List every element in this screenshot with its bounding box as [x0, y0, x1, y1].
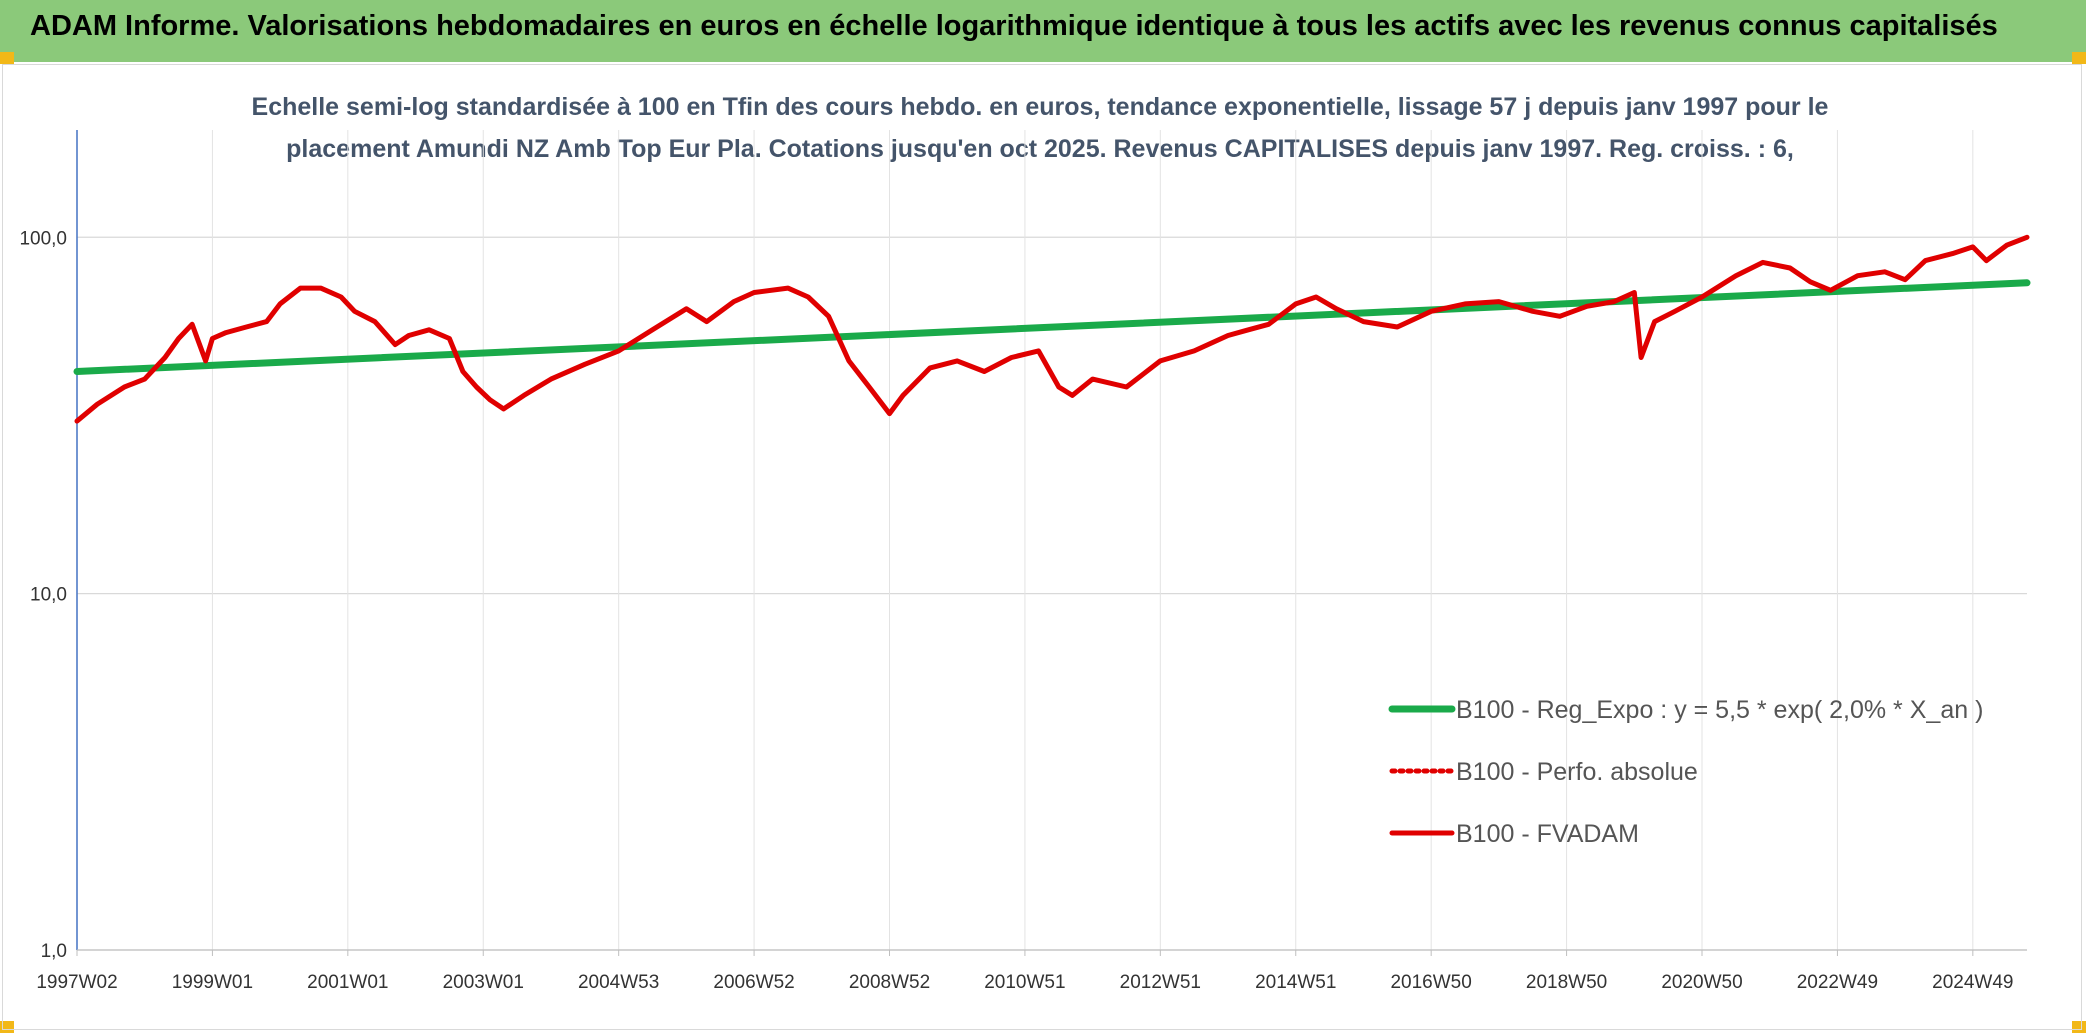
x-tick-label: 2010W51: [984, 972, 1065, 993]
x-tick-label: 1999W01: [172, 972, 253, 993]
x-tick-label: 2014W51: [1255, 972, 1336, 993]
corner-marker-bottom-left: [0, 1021, 14, 1033]
x-tick-label: 2024W49: [1932, 972, 2013, 993]
series-line-0: [73, 279, 2031, 375]
axis-layer: 1,0 10,0 100,0 1997W02 1999W01 2001W01 2003W01…: [19, 130, 2027, 993]
grid-layer: [77, 130, 2027, 951]
legend-label-0: B100 - Reg_Expo : y = 5,5 * exp( 2,0% * …: [1456, 696, 1983, 724]
series-line-2: [74, 234, 2030, 424]
legend: B100 - Reg_Expo : y = 5,5 * exp( 2,0% * …: [1388, 696, 1983, 848]
x-tick-label: 2012W51: [1120, 972, 1201, 993]
legend-label-2: B100 - FVADAM: [1456, 820, 1639, 848]
y-tick-label: 10,0: [30, 585, 67, 606]
corner-marker-top-right: [2072, 52, 2086, 64]
report-banner: ADAM Informe. Valorisations hebdomadaire…: [0, 0, 2086, 62]
x-tick-label: 1997W02: [36, 972, 117, 993]
x-tick-label: 2020W50: [1661, 972, 1742, 993]
x-tick-label: 2008W52: [849, 972, 930, 993]
corner-marker-top-left: [0, 52, 14, 64]
x-tick-label: 2003W01: [443, 972, 524, 993]
x-tick-label: 2018W50: [1526, 972, 1607, 993]
y-tick-label: 1,0: [41, 941, 67, 962]
x-tick-label: 2006W52: [713, 972, 794, 993]
report-title: ADAM Informe. Valorisations hebdomadaire…: [30, 10, 1998, 42]
y-tick-label: 100,0: [19, 228, 67, 249]
x-tick-label: 2022W49: [1797, 972, 1878, 993]
chart-frame: [2, 64, 2082, 1030]
chart-title: Echelle semi-log standardisée à 100 en T…: [150, 86, 1930, 170]
chart-title-line-2: placement Amundi NZ Amb Top Eur Pla. Cot…: [286, 135, 1794, 163]
x-tick-label: 2001W01: [307, 972, 388, 993]
chart-title-line-1: Echelle semi-log standardisée à 100 en T…: [251, 93, 1829, 121]
x-tick-label: 2004W53: [578, 972, 659, 993]
legend-label-1: B100 - Perfo. absolue: [1456, 758, 1698, 786]
corner-marker-bottom-right: [2072, 1021, 2086, 1033]
series-layer: [73, 234, 2031, 424]
x-tick-label: 2016W50: [1390, 972, 1471, 993]
